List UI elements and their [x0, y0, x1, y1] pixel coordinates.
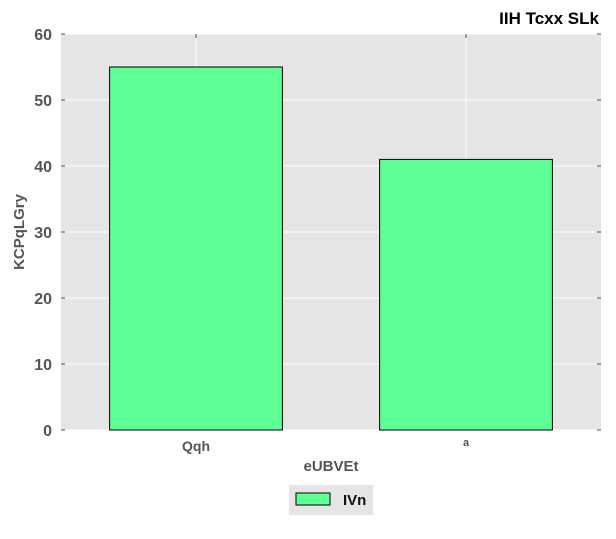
y-tick-label: 0 [43, 423, 52, 440]
y-tick-label: 50 [34, 93, 52, 110]
y-tick-label: 30 [34, 225, 52, 242]
y-tick-labels: 0 10 20 30 40 50 60 [34, 27, 52, 440]
bar [379, 158, 553, 431]
x-tick-label: Qqh [182, 438, 210, 454]
x-axis-title: eUBVEt [303, 458, 358, 475]
x-tick-label: a [463, 437, 470, 449]
axis-ticks [61, 33, 601, 431]
y-tick-label: 10 [34, 357, 52, 374]
legend-label: IVn [343, 492, 366, 509]
y-tick-label: 20 [34, 291, 52, 308]
legend-swatch [295, 492, 331, 506]
y-axis-title: KCPqLGry [11, 193, 28, 270]
legend: IVn [289, 485, 373, 515]
bar-series [109, 66, 553, 431]
bar [109, 66, 283, 431]
y-tick-label: 60 [34, 27, 52, 44]
x-tick-labels: Qqh a [182, 437, 470, 454]
chart-title: IIH Tcxx SLk [499, 9, 599, 28]
y-tick-label: 40 [34, 159, 52, 176]
